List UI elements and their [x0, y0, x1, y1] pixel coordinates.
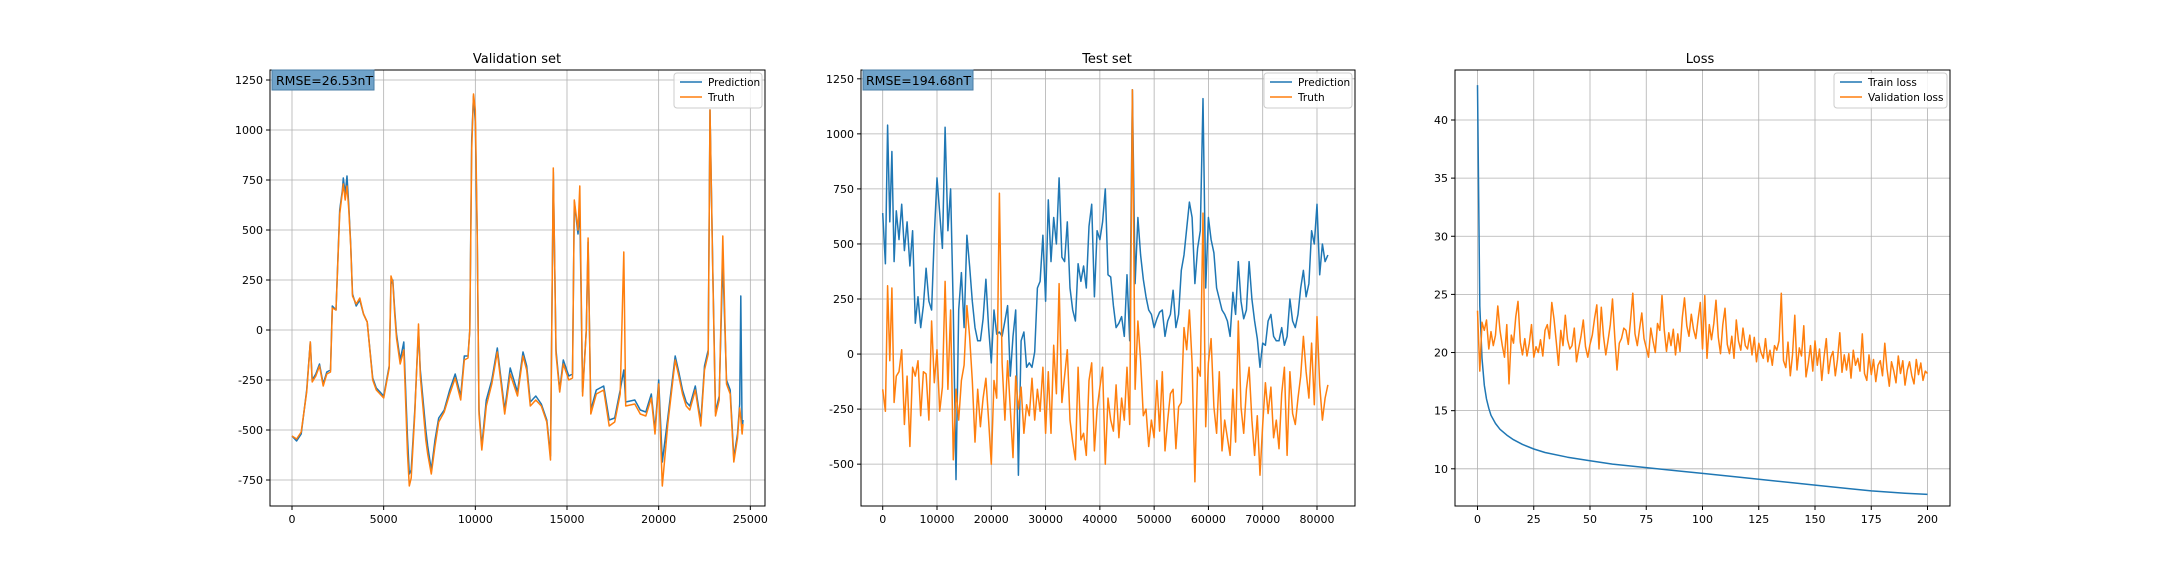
test-x-tick-label: 10000	[920, 513, 955, 526]
loss-y-tick-label: 30	[1434, 230, 1448, 243]
loss-legend-box	[1833, 72, 1948, 109]
validation-y-tick-label: -250	[238, 374, 263, 387]
test-plot-area: 0 10000 20000 30000 40000 50000 60000 70000 8000…	[826, 69, 1356, 526]
loss-x-tick-label: 0	[1474, 513, 1481, 526]
test-x-tick-label: 70000	[1245, 513, 1280, 526]
validation-plot-area: 0 5000 10000 15000 20000 25000 -750 -500 -250 0 25…	[235, 69, 768, 526]
test-y-tick-label: 500	[833, 238, 854, 251]
loss-y-tick-label: 10	[1434, 463, 1448, 476]
test-annotation: RMSE=194.68nT	[862, 69, 974, 91]
loss-x-tick-label: 150	[1805, 513, 1826, 526]
validation-annotation-text: RMSE=26.53nT	[276, 73, 373, 88]
loss-series-train-loss-line	[1476, 85, 1928, 496]
validation-y-tick-label: 500	[242, 224, 263, 237]
loss-y-tick-label: 15	[1434, 405, 1448, 418]
test-x-tick-label: 50000	[1137, 513, 1172, 526]
test-x-tick-label: 40000	[1082, 513, 1117, 526]
validation-y-tick-label: 750	[242, 174, 263, 187]
loss-plot-area: 0 25 50 75 100 125 150 175 200 10 15 20 25 30 35 40	[1434, 69, 1951, 526]
validation-y-tick-label: -750	[238, 474, 263, 487]
validation-legend-label-prediction: Prediction	[708, 77, 760, 89]
test-x-tick-label: 0	[879, 513, 886, 526]
loss-series-validation-loss-line	[1476, 292, 1929, 387]
validation-annotation-box	[271, 69, 375, 91]
loss-y-tick-label: 35	[1434, 172, 1448, 185]
loss-title: Loss	[1686, 52, 1715, 67]
test-title: Test set	[1081, 52, 1132, 67]
validation-axes-frame	[269, 69, 766, 507]
validation-y-tick-label: 1250	[235, 74, 263, 87]
test-y-tick-label: 250	[833, 293, 854, 306]
validation-x-tick-label: 15000	[550, 513, 585, 526]
test-y-tick-label: 750	[833, 183, 854, 196]
loss-x-tick-label: 50	[1583, 513, 1597, 526]
test-axes-frame	[860, 69, 1356, 507]
validation-legend-label-truth: Truth	[707, 92, 735, 104]
test-legend-label-truth: Truth	[1297, 92, 1325, 104]
test-series-prediction-line	[881, 89, 1329, 481]
test-annotation-box	[862, 69, 974, 91]
loss-x-tick-label: 200	[1917, 513, 1938, 526]
validation-y-tick-label: 1000	[235, 124, 263, 137]
validation-x-tick-label: 5000	[370, 513, 398, 526]
test-annotation-text: RMSE=194.68nT	[866, 73, 971, 88]
validation-y-tick-label: -500	[238, 424, 263, 437]
test-y-tick-label: 0	[847, 348, 854, 361]
loss-legend-label-train: Train loss	[1867, 77, 1917, 89]
test-x-tick-label: 60000	[1191, 513, 1226, 526]
validation-annotation: RMSE=26.53nT	[271, 69, 375, 91]
loss-y-tick-label: 40	[1434, 114, 1448, 127]
validation-y-tick-label: 0	[256, 324, 263, 337]
test-x-tick-label: 30000	[1028, 513, 1063, 526]
loss-panel: Loss 0 25 50 75 100 125 150 175 200 10 15 20 25 30 35 4…	[1434, 52, 1951, 526]
loss-legend: Train loss Validation loss	[1833, 72, 1948, 109]
test-y-tick-label: -250	[829, 403, 854, 416]
test-y-tick-label: 1250	[826, 73, 854, 86]
loss-y-tick-label: 20	[1434, 347, 1448, 360]
validation-series-truth-line	[291, 93, 744, 487]
validation-x-tick-label: 25000	[733, 513, 768, 526]
loss-x-tick-label: 175	[1861, 513, 1882, 526]
loss-x-tick-label: 25	[1527, 513, 1541, 526]
validation-legend: Prediction Truth	[673, 72, 763, 109]
test-x-tick-label: 20000	[974, 513, 1009, 526]
test-x-tick-label: 80000	[1300, 513, 1335, 526]
test-series-truth-line	[881, 89, 1329, 483]
validation-title: Validation set	[473, 52, 561, 67]
loss-y-tick-label: 25	[1434, 288, 1448, 301]
loss-legend-label-validation: Validation loss	[1868, 92, 1943, 104]
validation-x-tick-label: 10000	[458, 513, 493, 526]
loss-x-tick-label: 75	[1639, 513, 1653, 526]
test-y-tick-label: 1000	[826, 128, 854, 141]
validation-x-tick-label: 20000	[641, 513, 676, 526]
loss-x-tick-label: 100	[1692, 513, 1713, 526]
test-legend: Prediction Truth	[1263, 72, 1353, 109]
test-legend-label-prediction: Prediction	[1298, 77, 1350, 89]
validation-y-tick-label: 250	[242, 274, 263, 287]
validation-x-tick-label: 0	[289, 513, 296, 526]
validation-panel: Validation set 0 5000 10000 15000 20000 25000…	[235, 52, 768, 526]
test-panel: Test set 0 10000 20000 30000 40000 50000 60000…	[826, 52, 1356, 526]
test-y-tick-label: -500	[829, 458, 854, 471]
loss-x-tick-label: 125	[1748, 513, 1769, 526]
